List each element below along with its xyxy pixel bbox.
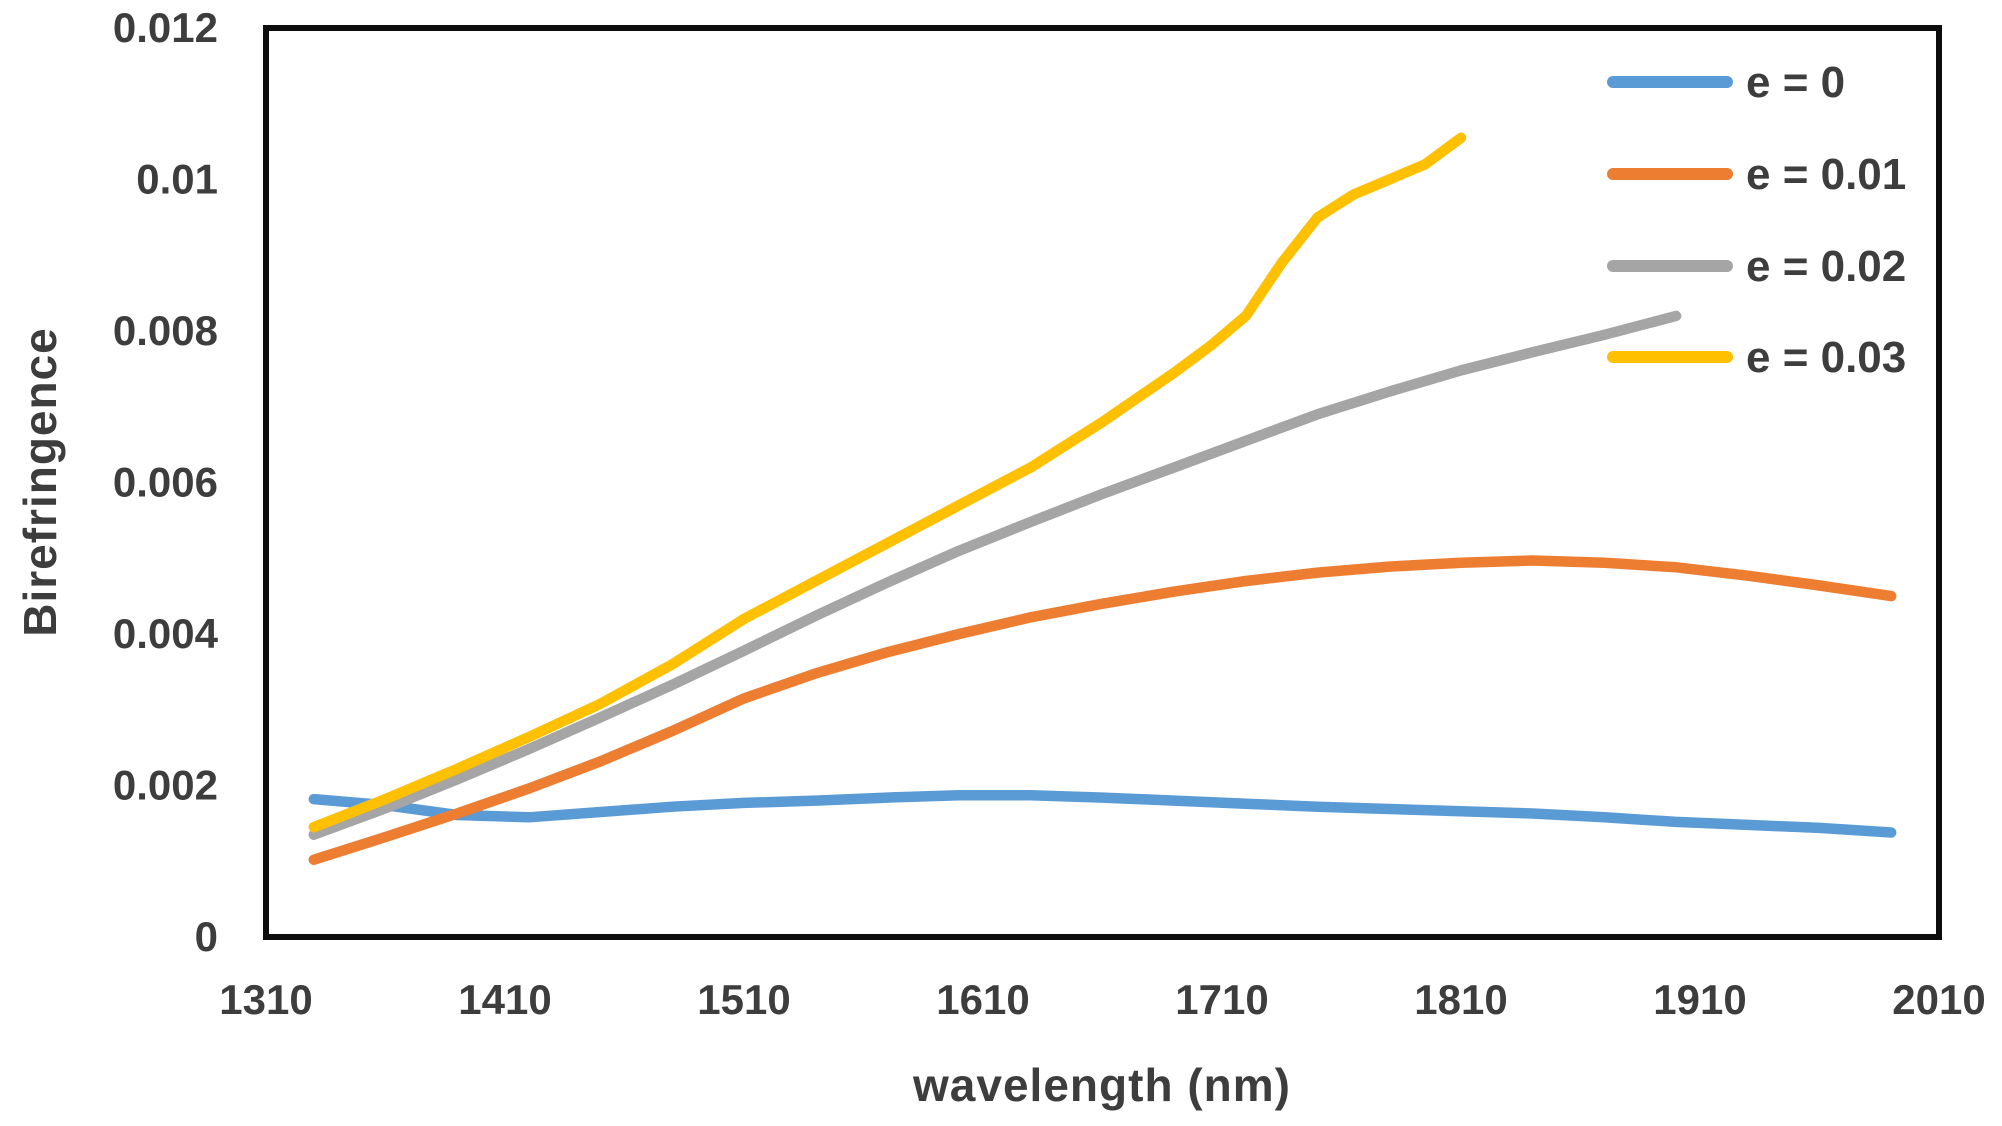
- x-tick-label: 1410: [458, 976, 551, 1023]
- x-tick-label: 1310: [219, 976, 312, 1023]
- y-tick-label: 0.002: [113, 762, 218, 809]
- x-tick-label: 1610: [936, 976, 1029, 1023]
- y-tick-label: 0.012: [113, 4, 218, 51]
- y-tick-label: 0.004: [113, 610, 219, 657]
- y-tick-label: 0.01: [136, 156, 218, 203]
- x-tick-label: 1710: [1175, 976, 1268, 1023]
- y-tick-label: 0.008: [113, 307, 218, 354]
- y-tick-label: 0: [195, 913, 218, 960]
- plot-border: [263, 25, 1942, 940]
- series-line-1: [308, 555, 1897, 865]
- x-tick-label: 1810: [1414, 976, 1507, 1023]
- legend-label-3: e = 0.03: [1746, 333, 1906, 382]
- legend-label-0: e = 0: [1746, 58, 1845, 107]
- series-line-2: [308, 310, 1682, 840]
- series-line-0: [308, 790, 1897, 838]
- x-axis-title: wavelength (nm): [913, 1059, 1291, 1111]
- x-tick-label: 1510: [697, 976, 790, 1023]
- y-axis-title: Birefringence: [14, 327, 66, 637]
- x-tick-label: 2010: [1892, 976, 1985, 1023]
- y-tick-label: 0.006: [113, 459, 218, 506]
- legend-label-2: e = 0.02: [1746, 242, 1906, 291]
- legend-label-1: e = 0.01: [1746, 150, 1906, 199]
- x-tick-label: 1910: [1653, 976, 1746, 1023]
- series-line-3: [308, 132, 1467, 833]
